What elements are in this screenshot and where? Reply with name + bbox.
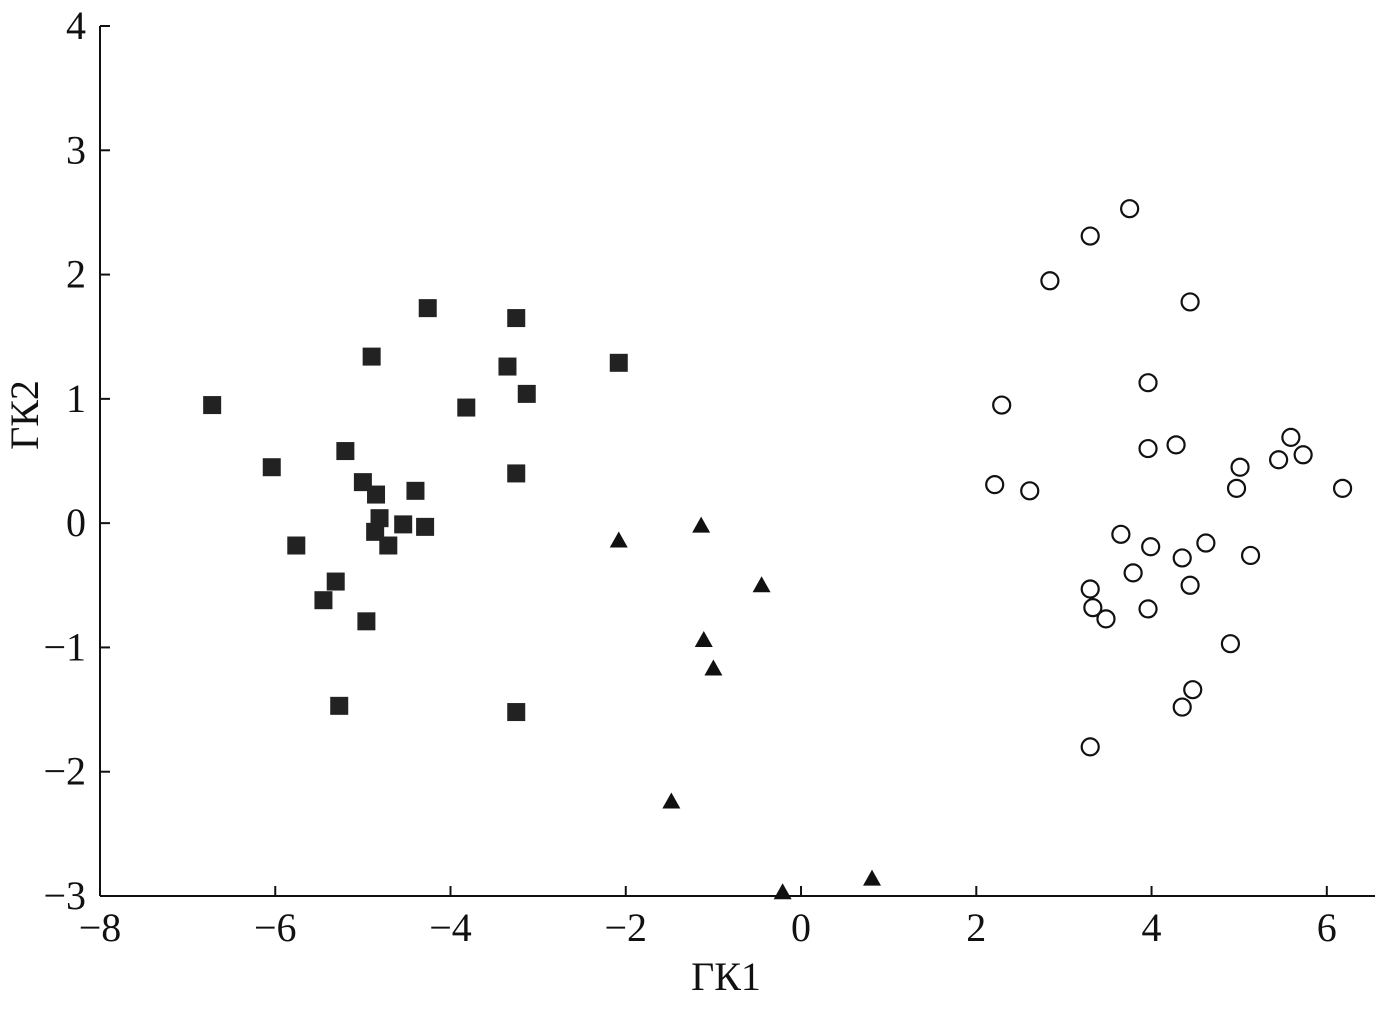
y-tick-label: 1	[66, 376, 86, 421]
point	[1138, 373, 1158, 393]
point	[1230, 457, 1250, 477]
point	[314, 591, 333, 610]
x-axis-label: ГК1	[691, 954, 761, 999]
point	[1141, 537, 1161, 557]
point	[1226, 478, 1247, 498]
point	[287, 536, 306, 555]
point	[507, 703, 526, 722]
point	[694, 630, 713, 647]
point	[609, 531, 628, 548]
x-tick-label: 6	[1317, 905, 1337, 950]
point	[457, 398, 476, 417]
x-tick-label: −8	[79, 905, 122, 950]
point	[773, 883, 792, 900]
point	[1166, 435, 1186, 455]
point	[1281, 427, 1301, 447]
point	[1020, 481, 1040, 501]
point	[1196, 533, 1216, 553]
point	[752, 576, 771, 593]
point	[1293, 445, 1313, 465]
point	[406, 481, 425, 500]
point	[609, 353, 628, 372]
point	[326, 572, 345, 591]
point	[366, 522, 385, 541]
point	[662, 792, 681, 809]
x-tick-label: −6	[254, 905, 297, 950]
point	[418, 299, 437, 318]
x-tick-label: 2	[966, 905, 986, 950]
y-tick-label: −3	[43, 873, 86, 918]
point	[517, 384, 536, 403]
y-tick-label: 2	[66, 252, 86, 297]
x-tick-label: −2	[604, 905, 647, 950]
point	[1080, 737, 1100, 757]
x-tick-label: −4	[429, 905, 472, 950]
point	[1123, 563, 1143, 583]
point	[394, 515, 413, 534]
point	[1120, 199, 1140, 219]
point	[1240, 545, 1261, 566]
y-tick-label: −2	[43, 749, 86, 794]
y-axis-label: ГК2	[2, 380, 47, 450]
point	[379, 536, 398, 555]
point	[507, 309, 526, 328]
y-tick-label: 4	[66, 3, 86, 48]
point	[1138, 599, 1158, 619]
point	[1183, 680, 1203, 700]
point	[1332, 478, 1353, 498]
point	[1138, 438, 1158, 459]
point	[692, 516, 711, 533]
point	[1096, 609, 1116, 629]
y-tick-label: 0	[66, 500, 86, 545]
point	[1172, 697, 1192, 717]
point	[330, 696, 349, 715]
point	[1220, 634, 1241, 654]
x-tick-label: 4	[1142, 905, 1162, 950]
point	[262, 458, 281, 477]
point	[1111, 524, 1131, 544]
point	[704, 659, 723, 676]
point	[507, 464, 526, 483]
point	[1172, 548, 1192, 568]
point	[1180, 575, 1200, 595]
point	[370, 509, 389, 528]
point	[985, 475, 1005, 495]
point	[1080, 226, 1100, 246]
point	[367, 485, 386, 504]
point	[1083, 598, 1103, 618]
point	[203, 396, 222, 415]
point	[1180, 292, 1200, 312]
point	[1269, 450, 1289, 470]
y-tick-label: −1	[43, 624, 86, 669]
y-tick-label: 3	[66, 127, 86, 172]
point	[336, 442, 355, 461]
point	[416, 517, 435, 536]
point	[1080, 579, 1100, 599]
point	[992, 395, 1012, 415]
point	[863, 869, 882, 886]
point	[357, 612, 376, 631]
point	[1040, 271, 1060, 291]
point	[498, 357, 517, 376]
x-tick-label: 0	[791, 905, 811, 950]
point	[362, 347, 381, 366]
